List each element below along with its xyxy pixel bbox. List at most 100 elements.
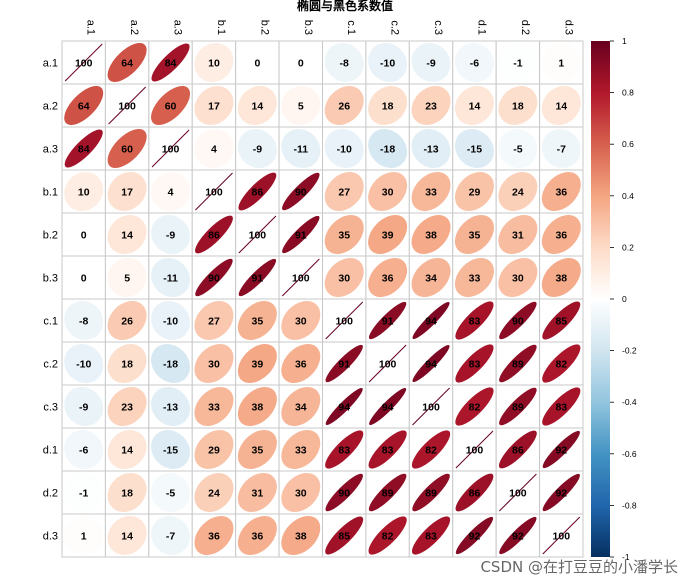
- chart-title: 椭圆与黑色系数值: [297, 0, 393, 13]
- coef-label-d.2-a.2: 18: [121, 488, 133, 500]
- ellipse-a.2-a.2: [108, 86, 147, 125]
- coef-label-c.3-a.2: 23: [121, 402, 133, 414]
- coef-label-d.3-a.3: -7: [166, 531, 175, 543]
- ellipse-a.3-b.2: [237, 129, 277, 169]
- coef-label-b.3-b.2: 91: [252, 273, 264, 285]
- ellipse-b.1-c.2: [368, 172, 408, 212]
- row-label-a.3: a.3: [43, 144, 58, 156]
- ellipse-b.1-c.3: [411, 171, 451, 211]
- coef-label-c.1-a.2: 26: [121, 316, 133, 328]
- coef-label-d.2-c.1: 90: [338, 488, 350, 500]
- ellipse-d.2-b.1: [194, 473, 234, 513]
- color-bar: [591, 41, 610, 557]
- ellipse-c.3-b.2: [237, 387, 277, 427]
- ellipse-d.2-c.3: [412, 473, 450, 512]
- coef-label-c.3-a.3: -13: [163, 402, 178, 414]
- ellipse-a.3-c.2: [368, 128, 408, 168]
- ellipse-a.2-c.2: [368, 86, 408, 126]
- column-label-a.1: a.1: [85, 20, 97, 35]
- coef-label-d.1-d.1: 100: [466, 445, 484, 457]
- ellipse-b.3-c.1: [324, 257, 364, 297]
- ellipse-c.3-d.3: [542, 387, 581, 426]
- coef-label-d.3-a.1: 1: [81, 531, 87, 543]
- ellipse-b.2-b.2: [238, 215, 277, 254]
- ellipse-d.2-c.1: [325, 473, 363, 512]
- ellipse-c.3-c.1: [325, 387, 363, 426]
- ellipse-a.2-b.2: [237, 85, 277, 125]
- ellipse-a.1-a.3: [151, 43, 190, 82]
- ellipse-c.2-a.2: [107, 344, 147, 384]
- row-label-c.1: c.1: [43, 316, 58, 328]
- ellipse-c.2-c.2: [368, 344, 407, 383]
- ellipse-d.1-a.3: [151, 429, 191, 469]
- coef-label-d.3-c.2: 82: [382, 531, 394, 543]
- ellipse-b.2-c.2: [368, 215, 408, 255]
- ellipse-b.2-b.3: [282, 215, 320, 254]
- row-label-b.2: b.2: [43, 230, 58, 242]
- ellipse-b.1-d.3: [541, 172, 581, 212]
- coef-label-b.3-d.1: 33: [469, 273, 481, 285]
- coef-label-d.3-a.2: 14: [121, 531, 133, 543]
- ellipse-d.1-a.1: [64, 430, 104, 470]
- column-label-b.2: b.2: [258, 20, 270, 35]
- row-label-d.2: d.2: [43, 488, 58, 500]
- coef-label-d.2-d.1: 86: [469, 488, 481, 500]
- coef-label-d.1-c.2: 83: [382, 445, 394, 457]
- coef-label-b.1-c.2: 30: [382, 187, 394, 199]
- coef-label-a.2-d.3: 14: [555, 101, 567, 113]
- colorbar-tick-label: -0.6: [622, 449, 637, 459]
- coef-label-d.2-a.1: -1: [79, 488, 88, 500]
- coef-label-a.2-b.2: 14: [252, 101, 264, 113]
- column-label-d.3: d.3: [562, 20, 574, 35]
- coef-label-d.3-b.2: 36: [252, 531, 264, 543]
- ellipse-a.2-d.1: [454, 86, 494, 126]
- coef-label-b.2-a.1: 0: [81, 230, 87, 242]
- ellipse-a.1-b.1: [194, 42, 234, 82]
- coef-label-c.1-d.2: 90: [512, 316, 524, 328]
- ellipse-a.3-c.3: [411, 128, 451, 168]
- column-label-a.3: a.3: [172, 20, 184, 35]
- coef-label-a.3-b.3: -11: [293, 144, 308, 156]
- coef-label-b.1-b.1: 100: [205, 187, 223, 199]
- row-label-d.3: d.3: [43, 531, 58, 543]
- coef-label-b.3-a.1: 0: [81, 273, 87, 285]
- ellipse-b.1-a.2: [107, 171, 147, 211]
- coef-label-d.1-d.3: 92: [555, 445, 567, 457]
- coef-label-d.1-c.1: 83: [338, 445, 350, 457]
- ellipse-b.1-d.2: [498, 172, 538, 212]
- ellipse-c.1-d.1: [455, 301, 494, 340]
- coef-label-c.2-d.3: 82: [555, 359, 567, 371]
- coef-label-b.2-b.2: 100: [249, 230, 267, 242]
- row-label-b.3: b.3: [43, 273, 58, 285]
- colorbar-tick-label: -0.2: [622, 346, 637, 356]
- coef-label-a.3-c.1: -10: [337, 144, 352, 156]
- colorbar-tick-label: -0.8: [622, 500, 637, 510]
- ellipse-c.2-c.3: [412, 344, 450, 383]
- coef-label-b.1-a.1: 10: [78, 187, 90, 199]
- ellipse-d.1-c.3: [411, 430, 451, 469]
- ellipse-c.1-a.2: [107, 300, 147, 340]
- cell-grid: 100 64 84 10 0 0 -8 -10 -9 -6 -1 164 100 60 17 14 5 26 18 2…: [61, 40, 584, 558]
- coef-label-c.1-a.1: -8: [79, 316, 88, 328]
- ellipse-c.2-b.2: [237, 344, 277, 384]
- row-label-c.2: c.2: [43, 359, 58, 371]
- ellipse-c.3-a.3: [151, 386, 191, 426]
- coef-label-d.2-d.3: 92: [555, 488, 567, 500]
- coef-label-a.2-d.2: 18: [512, 101, 524, 113]
- column-labels: a.1 a.2 a.3 b.1 b.2 b.3 c.1 c.2 c.3 d.1 d.2 d.3: [85, 20, 575, 35]
- ellipse-c.1-d.2: [499, 301, 537, 340]
- ellipse-c.1-a.1: [64, 301, 104, 341]
- coef-label-c.1-d.3: 85: [555, 316, 567, 328]
- ellipse-c.3-a.2: [107, 387, 147, 427]
- coef-label-d.3-b.3: 38: [295, 531, 307, 543]
- coef-label-d.1-c.3: 82: [425, 445, 437, 457]
- ellipse-b.3-b.2: [238, 258, 277, 297]
- ellipse-c.3-d.1: [455, 387, 494, 426]
- coef-label-d.1-b.1: 29: [208, 445, 220, 457]
- ellipse-d.3-d.3: [542, 516, 581, 555]
- coef-label-c.2-a.1: -10: [76, 359, 91, 371]
- ellipse-d.2-a.2: [107, 473, 147, 513]
- ellipse-d.3-d.1: [455, 516, 494, 555]
- ellipse-d.2-c.2: [368, 473, 407, 512]
